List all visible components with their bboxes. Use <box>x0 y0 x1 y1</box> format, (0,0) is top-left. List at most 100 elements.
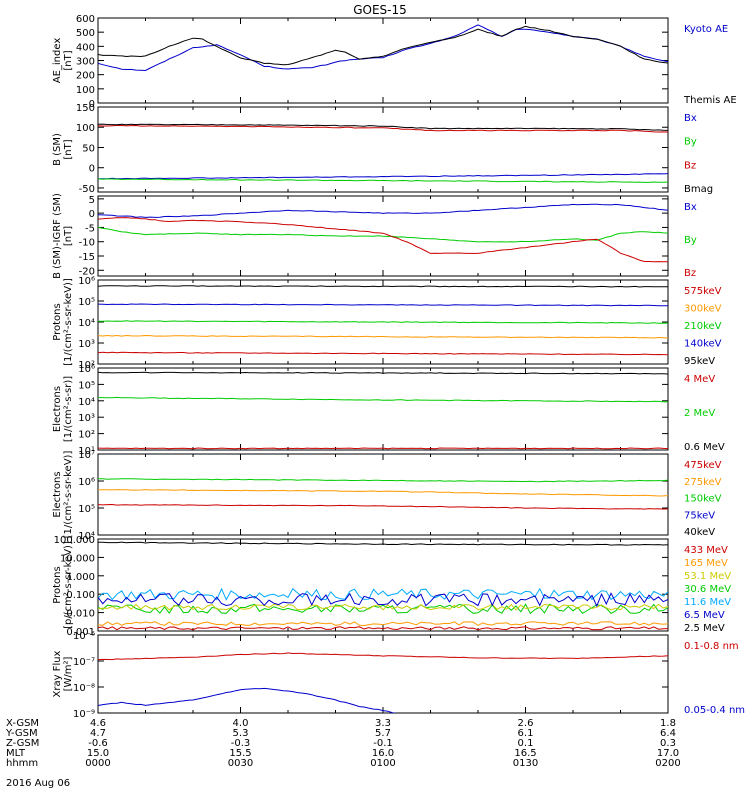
series-line <box>98 303 668 307</box>
series-line <box>98 334 668 339</box>
legend-label: 6.5 MeV <box>684 610 725 621</box>
y-axis-label: [nT] <box>63 50 74 70</box>
series-line <box>98 217 668 263</box>
y-tick-label: 10⁵ <box>78 297 95 308</box>
series-line <box>98 226 668 243</box>
y-axis-label: B (SM) <box>52 133 63 166</box>
y-tick-label: 100.000 <box>54 535 95 546</box>
y-tick-label: 10⁶ <box>78 276 95 287</box>
y-tick-label: 10⁵ <box>78 504 95 515</box>
series-line <box>98 285 668 288</box>
y-tick-label: 10¹ <box>78 446 95 457</box>
y-tick-label: -50 <box>79 184 95 195</box>
footer-value: 4.0 <box>233 718 249 729</box>
y-axis-label: Xray Flux <box>52 650 63 697</box>
y-tick-label: 10² <box>78 430 95 441</box>
series-line <box>98 124 668 133</box>
y-tick-label: 10⁵ <box>78 380 95 391</box>
legend-label: Bz <box>684 160 696 171</box>
footer-value: 17.0 <box>657 748 679 759</box>
series-line <box>98 351 668 356</box>
footer-value: 5.7 <box>375 728 391 739</box>
y-tick-label: 100 <box>76 85 95 96</box>
legend-label: 75keV <box>684 510 715 521</box>
y-tick-label: 400 <box>76 42 95 53</box>
panel-5: 10¹ 10² 10³ 10⁴ 10⁵ 10⁶ Electrons [1/(cm²-s-sr)… <box>52 364 725 457</box>
legend-label: 2.5 MeV <box>684 623 725 634</box>
series-line <box>98 25 668 66</box>
footer-value: 5.3 <box>233 728 249 739</box>
y-axis-label: B (SM)-IGRF (SM) <box>52 193 63 279</box>
y-tick-label: -5 <box>85 223 95 234</box>
y-tick-label: 10⁶ <box>78 477 95 488</box>
series-line <box>98 592 668 608</box>
panel-4: 10² 10³ 10⁴ 10⁵ 10⁶ Protons [1/(cm²-s-sr-keV)]… <box>52 276 722 371</box>
legend-label: 0.05-0.4 nm <box>684 705 745 716</box>
y-axis-label: [1/(cm²-s-sr-keV)] <box>63 278 74 366</box>
legend-label: Bx <box>684 113 697 124</box>
series-line <box>98 203 668 218</box>
y-tick-label: 1.000 <box>66 572 95 583</box>
series-line <box>98 687 397 713</box>
y-tick-label: 0.100 <box>66 590 95 601</box>
y-tick-label: 500 <box>76 28 95 39</box>
y-tick-label: 0 <box>89 99 95 110</box>
legend-label: 165 MeV <box>684 558 728 569</box>
y-tick-label: 200 <box>76 71 95 82</box>
y-axis-label: Protons <box>52 566 63 603</box>
legend-label: 53.1 MeV <box>684 571 731 582</box>
footer-value: 0.3 <box>660 738 676 749</box>
y-axis-label: [nT] <box>63 226 74 246</box>
y-tick-label: 10⁴ <box>78 318 95 329</box>
legend-label: 275keV <box>684 477 722 488</box>
series-line <box>98 24 668 72</box>
legend-label: 0.1-0.8 nm <box>684 641 739 652</box>
legend-label: 4 MeV <box>684 374 715 385</box>
footer-value: 0000 <box>85 758 110 769</box>
panel-frame <box>97 538 669 632</box>
footer-value: 16.0 <box>372 748 394 759</box>
y-tick-label: -10 <box>79 238 95 249</box>
y-axis-label: [p/(cm²-s-sr-keV)] <box>63 541 74 629</box>
panel-2: -50 0 50 100 150 B (SM) [nT] Bx By Bz Bmag <box>52 103 713 195</box>
y-axis-label: Electrons <box>52 471 63 517</box>
y-axis-label: Protons <box>52 303 63 340</box>
legend-label: By <box>684 235 697 246</box>
y-tick-label: 50 <box>82 143 95 154</box>
y-tick-label: 10.000 <box>60 553 95 564</box>
panel-frame <box>97 367 669 451</box>
footer-value: 6.4 <box>660 728 676 739</box>
series-line <box>98 541 668 546</box>
legend-label: 95keV <box>684 356 715 367</box>
y-tick-label: 5 <box>89 195 95 206</box>
footer-value: -0.6 <box>88 738 108 749</box>
series-line <box>98 603 668 615</box>
panel-7: 0.001 0.010 0.100 1.000 10.000 100.000 Protons… <box>52 535 731 638</box>
legend-label: Bz <box>684 268 696 279</box>
panel-8: 10⁻⁹ 10⁻⁸ 10⁻⁷ 10⁻⁶ Xray Flux [W/m²] 0.1-0.8 n… <box>52 631 745 720</box>
footer-value: 0130 <box>513 758 538 769</box>
panel-6: 10⁴ 10⁵ 10⁶ 10⁷ Electrons [1/(cm²-s-sr-keV)] 4… <box>52 450 722 542</box>
series-line <box>98 396 668 403</box>
footer-value: 15.0 <box>87 748 109 759</box>
legend-label: 475keV <box>684 460 722 471</box>
legend-label: 140keV <box>684 339 722 350</box>
footer-value: 0030 <box>228 758 253 769</box>
y-tick-label: 10⁴ <box>78 531 95 542</box>
footer-value: 0200 <box>655 758 680 769</box>
series-line <box>98 621 668 627</box>
y-tick-label: 0 <box>89 209 95 220</box>
y-tick-label: 10³ <box>78 339 95 350</box>
y-tick-label: 0 <box>89 164 95 175</box>
y-tick-label: 10⁷ <box>78 450 95 461</box>
legend-label: 300keV <box>684 304 722 315</box>
footer-value: -0.1 <box>373 738 393 749</box>
y-tick-label: 10³ <box>78 413 95 424</box>
series-line <box>98 371 668 375</box>
series-line <box>98 123 668 131</box>
footer-value: 2.6 <box>518 718 534 729</box>
y-axis-label: [1/(cm²-s-sr)] <box>63 376 74 442</box>
panel-frame <box>97 17 669 104</box>
series-line <box>98 447 668 450</box>
